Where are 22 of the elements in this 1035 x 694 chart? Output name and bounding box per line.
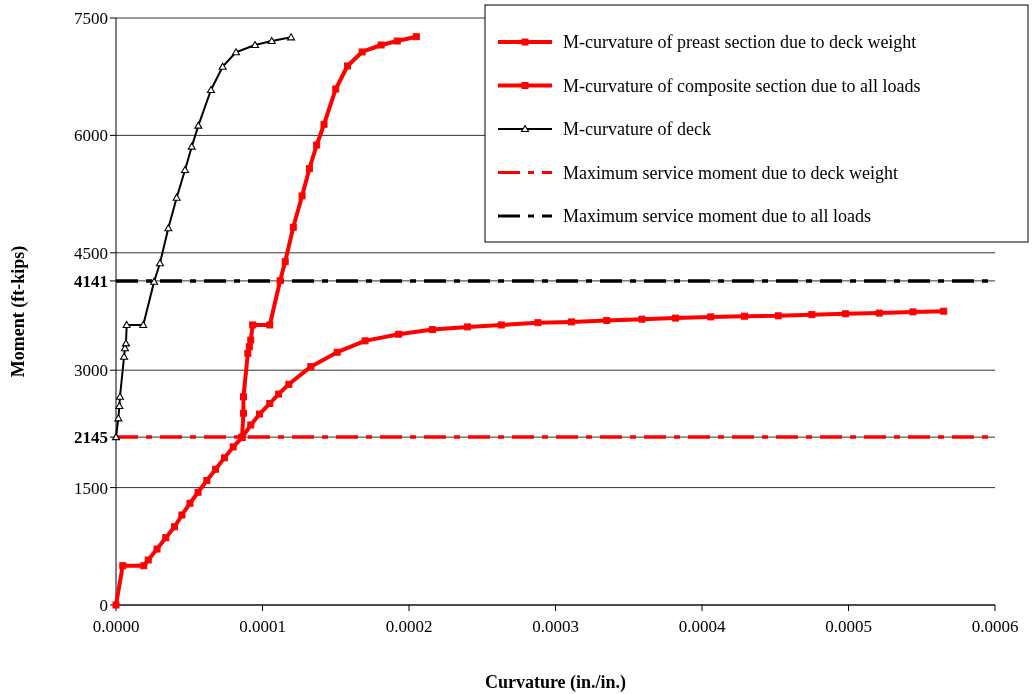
x-tick-label: 0.0000 xyxy=(92,617,140,636)
x-tick-label: 0.0004 xyxy=(678,617,726,636)
x-tick-label: 0.0005 xyxy=(825,617,872,636)
legend-label: M-curvature of preast section due to deck weight xyxy=(563,32,917,53)
y-axis-title: Moment (ft-kips) xyxy=(8,245,29,378)
y-tick-label: 6000 xyxy=(74,126,108,146)
y-tick-label: 2145 xyxy=(74,428,108,448)
x-axis-title: Curvature (in./in.) xyxy=(484,672,627,693)
y-tick-label: 4141 xyxy=(74,271,108,291)
x-tick-label: 0.0006 xyxy=(971,617,1019,636)
legend-label: Maximum service moment due to all loads xyxy=(563,206,871,227)
y-tick-label: 3000 xyxy=(74,361,108,381)
y-tick-label: 7500 xyxy=(74,8,108,28)
x-tick-label: 0.0003 xyxy=(532,617,579,636)
legend-label: M-curvature of deck xyxy=(563,119,711,140)
x-tick-label: 0.0002 xyxy=(385,617,433,636)
y-tick-label: 0 xyxy=(99,595,108,615)
y-tick-label: 1500 xyxy=(74,478,108,498)
legend-label: Maximum service moment due to deck weight xyxy=(563,162,898,183)
x-tick-label: 0.0001 xyxy=(239,617,286,636)
y-tick-label: 4500 xyxy=(74,243,108,263)
legend-label: M-curvature of composite section due to all loads xyxy=(563,75,921,96)
